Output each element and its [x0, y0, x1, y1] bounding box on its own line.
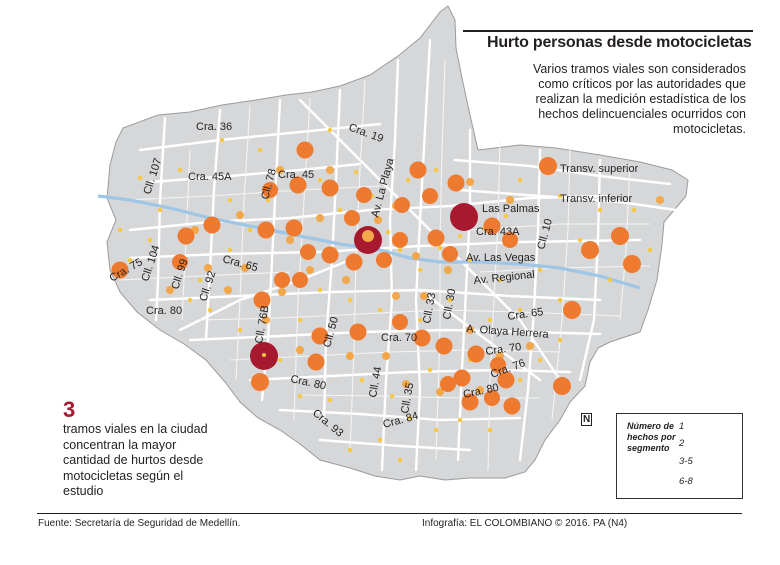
street-label: Cll. 44 — [367, 366, 384, 399]
street-label: Cra. 70 — [381, 332, 417, 344]
street-label: Cra. 80 — [146, 305, 182, 317]
footer-rule — [37, 513, 742, 514]
street-label: Cra. 45 — [278, 169, 314, 181]
map-subtitle: Varios tramos viales son considerados co… — [532, 62, 746, 136]
legend-label-1: 1 — [679, 421, 685, 432]
credit-text: Infografía: EL COLOMBIANO © 2016. PA (N4… — [422, 518, 628, 529]
street-label: Cra. 36 — [196, 121, 232, 133]
street-label: Cra. 45A — [188, 171, 232, 183]
source-text: Fuente: Secretaría de Seguridad de Medel… — [38, 518, 241, 529]
highlight-number: 3 — [63, 397, 76, 422]
legend-label-2: 2 — [679, 438, 685, 449]
incident-points-level-3-5 — [111, 141, 641, 415]
legend-title: Número de hechos por segmento — [627, 421, 676, 453]
legend-label-6-8: 6-8 — [679, 476, 693, 487]
street-label: Cll. 35 — [399, 382, 416, 415]
street-label: Cra. 43A — [476, 226, 520, 238]
map-legend: Número de hechos por segmento 1 2 3-5 6-… — [616, 413, 743, 499]
medellin-river — [97, 194, 641, 290]
title-rule — [463, 30, 753, 58]
street-label: Cll. 30 — [441, 288, 458, 321]
street-label: Las Palmas — [482, 203, 540, 215]
street-label: Transv. inferior — [560, 193, 632, 205]
incident-points-level-2 — [166, 166, 664, 396]
map-title: Hurto personas desde motocicletas — [487, 34, 752, 51]
street-label: A. Olaya Herrera — [466, 323, 550, 341]
incident-point-centers — [262, 230, 374, 357]
street-label: Cra. 65 — [507, 306, 544, 323]
legend-label-3-5: 3-5 — [679, 456, 693, 467]
north-arrow-icon: N — [581, 413, 593, 426]
highlight-text: tramos viales en la ciudad concentran la… — [63, 422, 208, 498]
incident-points-level-1 — [117, 127, 653, 463]
street-label: Cll. 33 — [421, 292, 438, 325]
street-label: Av. Las Vegas — [466, 252, 536, 264]
street-label: Cra. 70 — [485, 341, 522, 358]
street-label: Transv. superior — [560, 163, 639, 175]
